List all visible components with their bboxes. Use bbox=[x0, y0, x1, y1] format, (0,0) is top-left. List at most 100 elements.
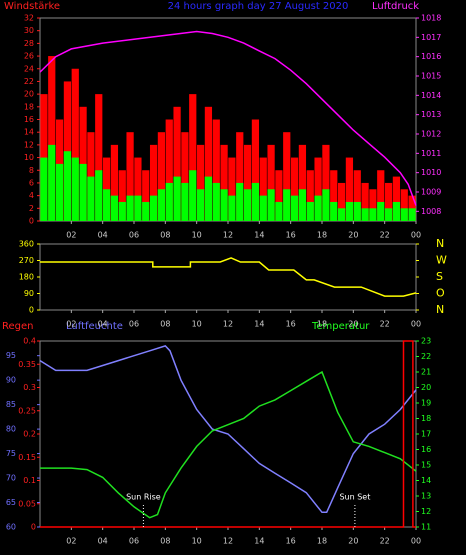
wind-bar bbox=[118, 170, 126, 221]
y-tick-label: 0 bbox=[29, 217, 34, 226]
wind-bar bbox=[290, 195, 299, 221]
wind-bar bbox=[400, 189, 408, 221]
wind-bar bbox=[40, 157, 48, 221]
y-tick-label: 0 bbox=[29, 306, 34, 315]
wind-bar bbox=[181, 132, 189, 221]
y-tick-label: 4 bbox=[29, 191, 34, 200]
wind-bar bbox=[361, 208, 369, 221]
x-tick-label: 20 bbox=[348, 231, 358, 240]
y-tick-label: 360 bbox=[19, 240, 34, 249]
y3-tick-label: 95 bbox=[6, 351, 16, 360]
y-tick-label: 0.4 bbox=[23, 337, 36, 346]
y-tick-label: 30 bbox=[24, 26, 34, 35]
wind-bar bbox=[290, 157, 299, 221]
wind-bar bbox=[322, 189, 330, 221]
y2-tick-label: 22 bbox=[421, 352, 431, 361]
y2-tick-label: 1012 bbox=[421, 130, 441, 139]
wind-bar bbox=[392, 201, 401, 221]
wind-bar bbox=[267, 144, 275, 221]
annotation-label: Sun Set bbox=[339, 493, 370, 502]
wind-axis-title: Windstärke bbox=[4, 1, 60, 12]
wind-bar bbox=[134, 195, 142, 221]
wind-bar bbox=[173, 176, 181, 221]
wind-bar bbox=[228, 195, 236, 221]
wind-bar bbox=[220, 189, 228, 221]
wind-bar bbox=[134, 157, 142, 221]
wind-bar bbox=[322, 144, 330, 221]
wind-bar bbox=[126, 195, 134, 221]
y-tick-label: 90 bbox=[24, 289, 34, 298]
y2-tick-label: S bbox=[436, 270, 443, 283]
x-tick-label: 10 bbox=[192, 537, 202, 546]
y-tick-label: 10 bbox=[24, 153, 34, 162]
wind-bar bbox=[228, 157, 236, 221]
x-tick-label: 10 bbox=[192, 231, 202, 240]
wind-bar bbox=[110, 144, 119, 221]
series-line bbox=[40, 370, 417, 519]
y-tick-label: 6 bbox=[29, 178, 34, 187]
y3-tick-label: 75 bbox=[6, 449, 16, 458]
wind-bar bbox=[298, 144, 307, 221]
wind-bar bbox=[71, 68, 79, 221]
x-tick-label: 04 bbox=[98, 320, 108, 329]
series-line bbox=[40, 257, 417, 297]
y-tick-label: 24 bbox=[24, 64, 34, 73]
wind-bar bbox=[102, 189, 111, 221]
wind-bar bbox=[236, 132, 244, 221]
y3-tick-label: 80 bbox=[6, 425, 16, 434]
y2-tick-label: 1011 bbox=[421, 149, 441, 158]
wind-bar bbox=[149, 144, 158, 221]
wind-bar bbox=[243, 144, 252, 221]
y-tick-label: 20 bbox=[24, 90, 34, 99]
x-tick-label: 12 bbox=[223, 537, 233, 546]
x-tick-label: 00 bbox=[411, 231, 421, 240]
y3-tick-label: 65 bbox=[6, 498, 16, 507]
wind-bar bbox=[377, 201, 385, 221]
wind-bar bbox=[157, 132, 166, 221]
y2-tick-label: 14 bbox=[421, 476, 431, 485]
y2-tick-label: 1018 bbox=[421, 14, 441, 23]
wind-bar bbox=[236, 182, 244, 221]
y2-tick-label: 19 bbox=[421, 399, 431, 408]
wind-bar bbox=[63, 151, 72, 221]
wind-bar bbox=[345, 201, 354, 221]
y2-tick-label: 13 bbox=[421, 492, 431, 501]
x-tick-label: 22 bbox=[380, 537, 390, 546]
wind-bar bbox=[79, 163, 87, 221]
y-tick-label: 18 bbox=[24, 102, 34, 111]
y3-tick-label: 70 bbox=[6, 474, 16, 483]
wind-bar bbox=[204, 106, 213, 221]
y2-tick-label: 11 bbox=[421, 523, 431, 532]
wind-bar bbox=[204, 176, 213, 221]
x-tick-label: 08 bbox=[160, 320, 170, 329]
wind-bar bbox=[259, 157, 267, 221]
x-tick-label: 14 bbox=[254, 537, 264, 546]
wind-bar bbox=[48, 56, 56, 221]
y2-tick-label: 1016 bbox=[421, 52, 441, 61]
y2-tick-label: 17 bbox=[421, 430, 431, 439]
y-tick-label: 22 bbox=[24, 77, 34, 86]
wind-bar bbox=[220, 144, 228, 221]
y-tick-label: 28 bbox=[24, 39, 34, 48]
wind-bar bbox=[243, 189, 252, 221]
y2-tick-label: O bbox=[436, 287, 445, 300]
y-tick-label: 270 bbox=[19, 256, 34, 265]
y-tick-label: 0.05 bbox=[18, 499, 36, 508]
x-tick-label: 12 bbox=[223, 231, 233, 240]
x-tick-label: 06 bbox=[129, 537, 139, 546]
x-tick-label: 04 bbox=[98, 537, 108, 546]
wind-bar bbox=[267, 189, 275, 221]
x-tick-label: 22 bbox=[380, 320, 390, 329]
x-tick-label: 16 bbox=[286, 537, 296, 546]
y2-tick-label: 1010 bbox=[421, 168, 441, 177]
y2-tick-label: 12 bbox=[421, 507, 431, 516]
y-tick-label: 0.1 bbox=[23, 476, 36, 485]
x-tick-label: 18 bbox=[317, 537, 327, 546]
y-tick-label: 12 bbox=[24, 140, 34, 149]
x-tick-label: 04 bbox=[98, 231, 108, 240]
wind-bar bbox=[283, 132, 291, 221]
wind-bar bbox=[118, 201, 126, 221]
y-tick-label: 0.25 bbox=[18, 406, 36, 415]
wind-bar bbox=[55, 163, 64, 221]
y-tick-label: 14 bbox=[24, 128, 34, 137]
